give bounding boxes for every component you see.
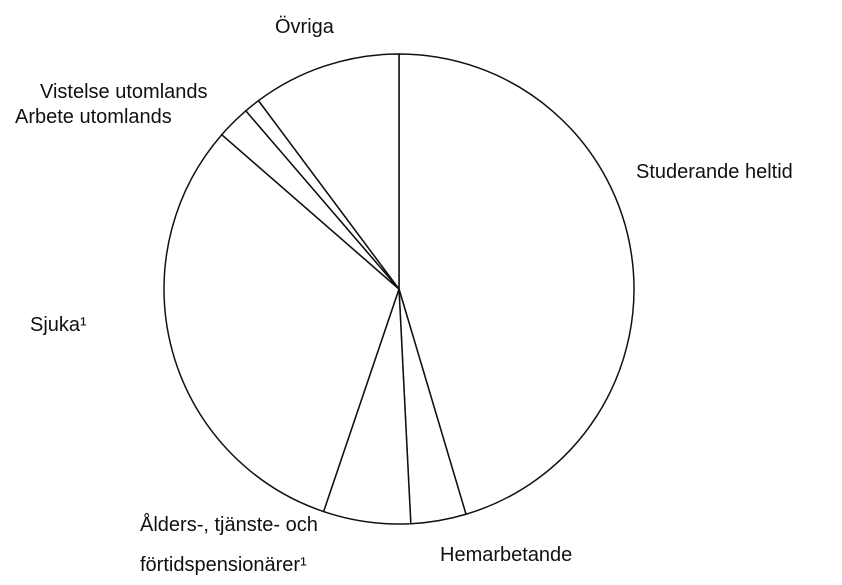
slice-label: Övriga: [275, 16, 334, 38]
pie-slice: [398, 53, 635, 516]
slice-label: Sjuka¹: [30, 314, 87, 336]
slice-label: Ålders-, tjänste- och förtidspensionärer…: [140, 514, 318, 576]
slice-label: Studerande heltid: [636, 161, 793, 183]
pie-slice: [257, 53, 400, 292]
pie-slice: [163, 133, 400, 513]
slice-label: Hemarbetande: [440, 544, 573, 566]
slice-label: Arbete utomlands: [15, 106, 172, 128]
slice-label: Vistelse utomlands: [40, 81, 208, 103]
